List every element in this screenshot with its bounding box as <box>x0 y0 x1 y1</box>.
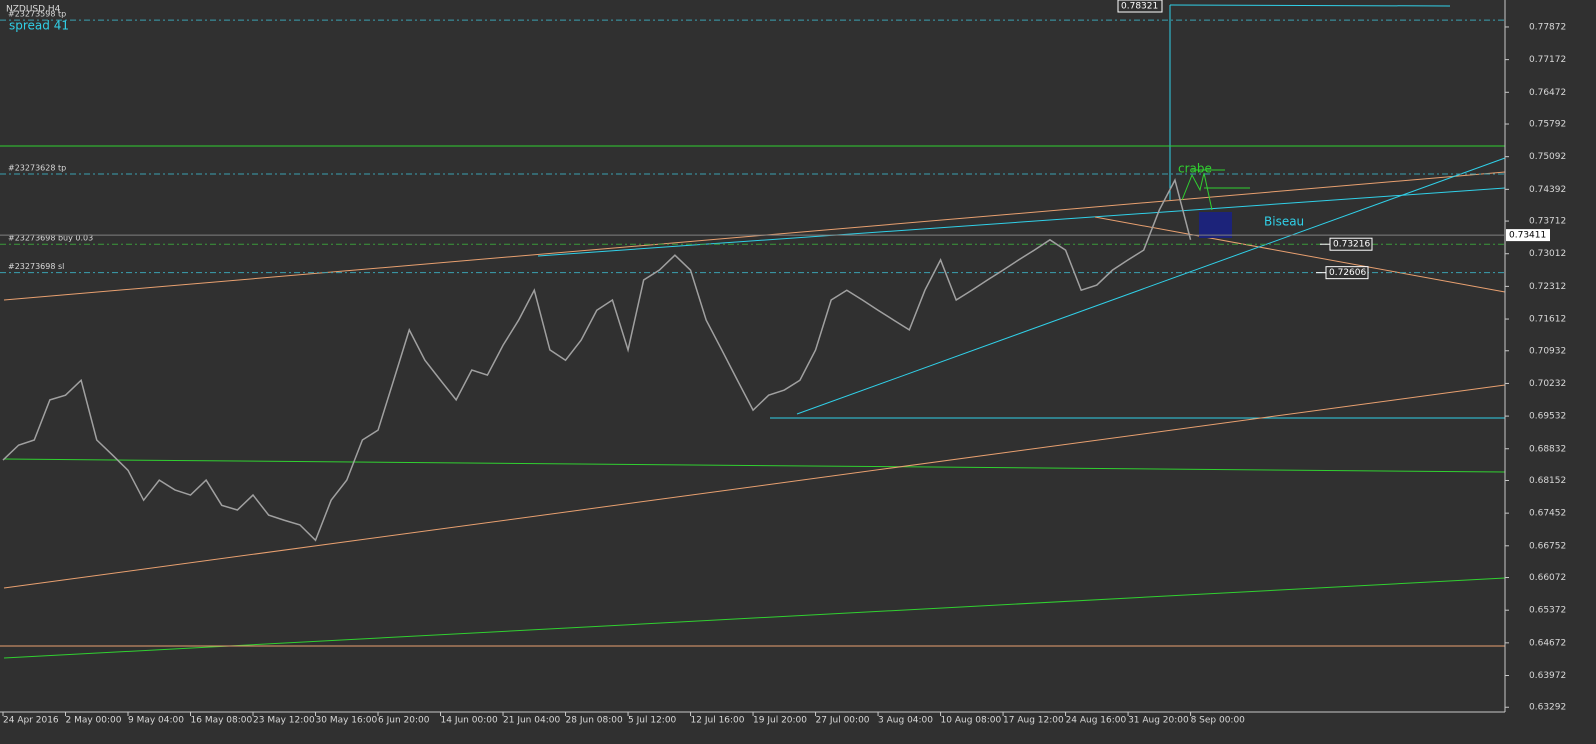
y-tick-label: 0.71612 <box>1529 315 1566 325</box>
y-tick-label: 0.63292 <box>1529 703 1566 713</box>
trendlines <box>0 4 1506 659</box>
x-tick-label: 5 Jul 12:00 <box>628 716 677 726</box>
trendline <box>3 577 1506 659</box>
x-tick-label: 31 Aug 20:00 <box>1128 716 1189 726</box>
y-tick-label: 0.73012 <box>1529 249 1566 259</box>
y-tick-label: 0.75792 <box>1529 120 1566 130</box>
y-tick-label: 0.70232 <box>1529 379 1566 389</box>
annotation: Biseau <box>1264 215 1304 229</box>
price-box <box>1329 237 1373 251</box>
y-tick-label: 0.66072 <box>1529 573 1566 583</box>
order-label: #23273628 tp <box>8 164 66 173</box>
current-price-label: 0.73411 <box>1509 231 1546 241</box>
price-box-label: 0.78321 <box>1121 2 1158 12</box>
order-label: #23273698 sl <box>8 262 64 271</box>
x-tick-label: 24 Apr 2016 <box>3 716 59 726</box>
price-box-label: 0.72606 <box>1329 268 1366 278</box>
y-tick-label: 0.69532 <box>1529 412 1566 422</box>
price-box <box>1117 0 1163 13</box>
x-tick-label: 21 Jun 04:00 <box>503 716 560 726</box>
trendline <box>3 458 1506 473</box>
y-tick-label: 0.74392 <box>1529 185 1566 195</box>
x-tick-label: 3 Aug 04:00 <box>878 716 933 726</box>
x-tick-label: 16 May 08:00 <box>191 716 253 726</box>
trendline <box>3 384 1506 589</box>
y-tick-label: 0.67452 <box>1529 509 1566 519</box>
x-tick-label: 30 May 16:00 <box>316 716 378 726</box>
y-tick-label: 0.65372 <box>1529 606 1566 616</box>
x-tick-label: 6 Jun 20:00 <box>378 716 430 726</box>
price-line <box>2 178 1192 542</box>
trendline <box>3 171 1506 301</box>
trendline <box>796 157 1506 415</box>
y-tick-label: 0.77172 <box>1529 55 1566 65</box>
y-tick-label: 0.64672 <box>1529 638 1566 648</box>
x-tick-label: 2 May 00:00 <box>66 716 122 726</box>
y-tick-label: 0.75092 <box>1529 152 1566 162</box>
trendline <box>1094 216 1506 293</box>
wedge-box <box>1199 212 1232 238</box>
x-tick-label: 8 Sep 00:00 <box>1191 716 1246 726</box>
price-box-label: 0.73216 <box>1333 240 1370 250</box>
y-tick-label: 0.68832 <box>1529 444 1566 454</box>
y-tick-label: 0.76472 <box>1529 88 1566 98</box>
x-tick-label: 9 May 04:00 <box>128 716 184 726</box>
spread-label: spread 41 <box>9 19 69 33</box>
trendline <box>537 187 1506 257</box>
price-box <box>1325 266 1369 280</box>
x-tick-label: 12 Jul 16:00 <box>691 716 745 726</box>
y-tick-label: 0.72312 <box>1529 282 1566 292</box>
y-tick-label: 0.77872 <box>1529 22 1566 32</box>
y-tick-label: 0.70932 <box>1529 346 1566 356</box>
annotation: crabe <box>1178 162 1212 176</box>
y-tick-label: 0.73712 <box>1529 217 1566 227</box>
crab-pattern <box>1181 172 1213 211</box>
y-tick-label: 0.68152 <box>1529 476 1566 486</box>
y-tick-label: 0.63972 <box>1529 671 1566 681</box>
y-tick-label: 0.66752 <box>1529 541 1566 551</box>
trendline <box>1169 4 1451 7</box>
x-tick-label: 24 Aug 16:00 <box>1066 716 1127 726</box>
x-tick-label: 28 Jun 08:00 <box>566 716 623 726</box>
x-tick-label: 23 May 12:00 <box>253 716 315 726</box>
x-tick-label: 27 Jul 00:00 <box>816 716 870 726</box>
x-tick-label: 10 Aug 08:00 <box>941 716 1002 726</box>
order-label: #23273598 tp <box>8 10 66 19</box>
x-tick-label: 19 Jul 20:00 <box>753 716 807 726</box>
current-price-box <box>1506 229 1550 242</box>
x-tick-label: 17 Aug 12:00 <box>1003 716 1064 726</box>
order-label: #23273698 buy 0.03 <box>8 234 93 243</box>
x-tick-label: 14 Jun 00:00 <box>441 716 498 726</box>
symbol-label: NZDUSD,H4 <box>6 5 61 15</box>
